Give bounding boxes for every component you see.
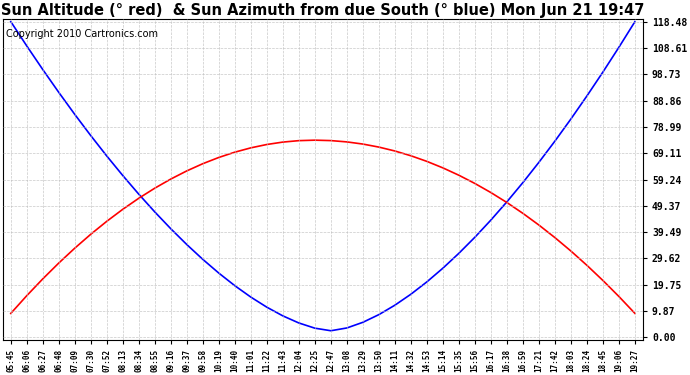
Title: Sun Altitude (° red)  & Sun Azimuth from due South (° blue) Mon Jun 21 19:47: Sun Altitude (° red) & Sun Azimuth from …: [1, 3, 644, 18]
Text: Copyright 2010 Cartronics.com: Copyright 2010 Cartronics.com: [6, 28, 158, 39]
